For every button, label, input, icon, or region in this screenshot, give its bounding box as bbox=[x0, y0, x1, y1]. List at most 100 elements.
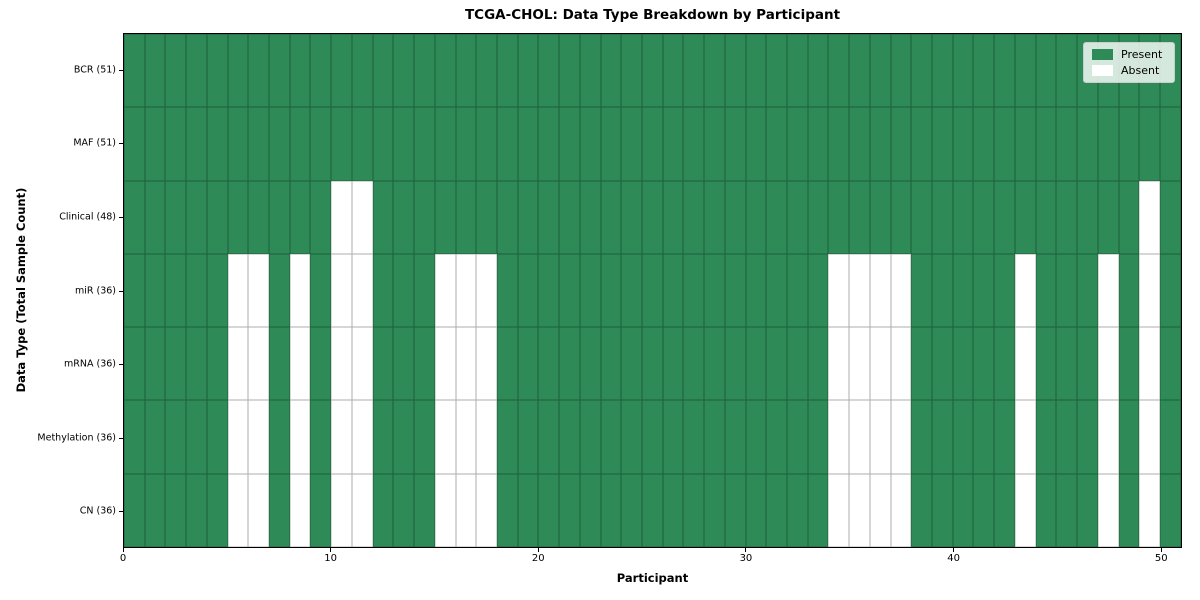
heatmap-cell-absent bbox=[351, 180, 373, 254]
heatmap-cell-absent bbox=[849, 400, 870, 474]
x-tick-mark bbox=[537, 548, 539, 552]
heatmap-row-Methylation bbox=[124, 400, 1181, 474]
heatmap-cell-absent bbox=[1139, 253, 1160, 328]
heatmap-cell-absent bbox=[434, 473, 456, 547]
heatmap-cell-present bbox=[766, 400, 787, 474]
heatmap-cell-present bbox=[206, 400, 228, 474]
heatmap-cell-present bbox=[869, 107, 891, 181]
heatmap-cell-present bbox=[331, 107, 352, 181]
heatmap-cell-present bbox=[1035, 180, 1057, 254]
heatmap-cell-present bbox=[932, 473, 953, 547]
heatmap-cell-present bbox=[517, 327, 539, 401]
heatmap-cell-present bbox=[704, 253, 725, 328]
heatmap-cell-absent bbox=[1097, 473, 1119, 547]
heatmap-cell-present bbox=[538, 107, 560, 181]
heatmap-cell-present bbox=[994, 253, 1015, 328]
heatmap-cell-present bbox=[393, 107, 415, 181]
heatmap-row-BCR bbox=[124, 34, 1181, 108]
heatmap-cell-absent bbox=[1014, 253, 1036, 328]
heatmap-cell-present bbox=[766, 34, 787, 108]
heatmap-cell-present bbox=[828, 34, 850, 108]
heatmap-cell-present bbox=[911, 34, 933, 108]
heatmap-cell-present bbox=[662, 400, 684, 474]
heatmap-cell-present bbox=[787, 34, 808, 108]
heatmap-cell-present bbox=[621, 253, 642, 328]
y-tick-mark bbox=[119, 511, 123, 513]
heatmap-cell-present bbox=[1035, 327, 1057, 401]
heatmap-cell-present bbox=[641, 253, 663, 328]
heatmap-cell-present bbox=[641, 473, 663, 547]
heatmap-cell-present bbox=[1056, 473, 1078, 547]
heatmap-cell-present bbox=[165, 400, 187, 474]
heatmap-cell-absent bbox=[455, 253, 477, 328]
heatmap-cell-absent bbox=[1097, 400, 1119, 474]
heatmap-cell-present bbox=[1077, 180, 1098, 254]
heatmap-cell-present bbox=[496, 400, 518, 474]
heatmap-cell-present bbox=[559, 473, 580, 547]
absent-swatch-icon bbox=[1092, 65, 1113, 76]
heatmap-cell-present bbox=[372, 473, 394, 547]
heatmap-cell-absent bbox=[331, 327, 352, 401]
heatmap-cell-present bbox=[310, 400, 332, 474]
heatmap-cell-present bbox=[600, 400, 622, 474]
heatmap-cell-present bbox=[766, 253, 787, 328]
heatmap-cell-present bbox=[124, 253, 145, 328]
heatmap-cell-present bbox=[434, 180, 456, 254]
heatmap-cell-present bbox=[890, 107, 912, 181]
heatmap-cell-present bbox=[165, 107, 187, 181]
heatmap-cell-present bbox=[849, 107, 870, 181]
legend-absent-label: Absent bbox=[1121, 64, 1160, 77]
heatmap-cell-present bbox=[310, 180, 332, 254]
heatmap-cell-absent bbox=[1014, 327, 1036, 401]
y-tick-label: miR (36) bbox=[74, 285, 116, 296]
heatmap-cell-absent bbox=[1139, 473, 1160, 547]
heatmap-cell-present bbox=[890, 180, 912, 254]
heatmap-cell-present bbox=[641, 400, 663, 474]
x-tick-label: 10 bbox=[324, 553, 337, 564]
heatmap-cell-absent bbox=[1097, 327, 1119, 401]
heatmap-cell-absent bbox=[869, 400, 891, 474]
heatmap-cell-present bbox=[124, 34, 145, 108]
heatmap-cell-present bbox=[538, 327, 560, 401]
heatmap-cell-present bbox=[144, 34, 166, 108]
legend-row-absent: Absent bbox=[1092, 65, 1166, 76]
heatmap-cell-present bbox=[1118, 253, 1140, 328]
heatmap-cell-present bbox=[165, 34, 187, 108]
heatmap-cell-absent bbox=[1139, 400, 1160, 474]
heatmap-cell-present bbox=[310, 34, 332, 108]
heatmap-cell-absent bbox=[828, 473, 850, 547]
heatmap-cell-present bbox=[683, 327, 705, 401]
heatmap-cell-present bbox=[662, 180, 684, 254]
heatmap-cell-present bbox=[1118, 473, 1140, 547]
heatmap-cell-absent bbox=[476, 473, 497, 547]
heatmap-cell-present bbox=[952, 400, 974, 474]
heatmap-cell-absent bbox=[331, 253, 352, 328]
plot-area: Present Absent bbox=[123, 33, 1182, 548]
heatmap-cell-present bbox=[911, 107, 933, 181]
heatmap-cell-present bbox=[973, 107, 995, 181]
heatmap-cell-present bbox=[1159, 327, 1181, 401]
heatmap-cell-absent bbox=[1139, 327, 1160, 401]
heatmap-cell-present bbox=[248, 107, 270, 181]
heatmap-cell-present bbox=[621, 400, 642, 474]
heatmap-cell-present bbox=[621, 327, 642, 401]
heatmap-cell-present bbox=[1056, 327, 1078, 401]
heatmap-cell-present bbox=[1056, 400, 1078, 474]
heatmap-cell-present bbox=[807, 180, 829, 254]
heatmap-cell-present bbox=[269, 34, 290, 108]
heatmap-cell-absent bbox=[331, 400, 352, 474]
heatmap-cell-present bbox=[517, 180, 539, 254]
x-tick-label: 20 bbox=[531, 553, 545, 564]
heatmap-cell-present bbox=[496, 34, 518, 108]
heatmap-cell-present bbox=[372, 107, 394, 181]
heatmap-row-MAF bbox=[124, 107, 1181, 181]
heatmap-cell-present bbox=[704, 327, 725, 401]
heatmap-cell-present bbox=[766, 327, 787, 401]
heatmap-cell-present bbox=[641, 180, 663, 254]
x-tick-mark bbox=[953, 548, 955, 552]
heatmap-cell-present bbox=[206, 107, 228, 181]
heatmap-cell-absent bbox=[849, 253, 870, 328]
heatmap-cell-present bbox=[517, 107, 539, 181]
heatmap-cell-present bbox=[662, 107, 684, 181]
